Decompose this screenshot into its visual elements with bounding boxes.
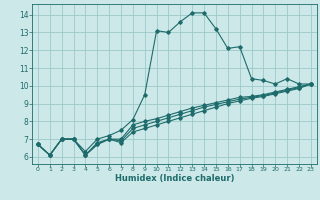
X-axis label: Humidex (Indice chaleur): Humidex (Indice chaleur)	[115, 174, 234, 183]
